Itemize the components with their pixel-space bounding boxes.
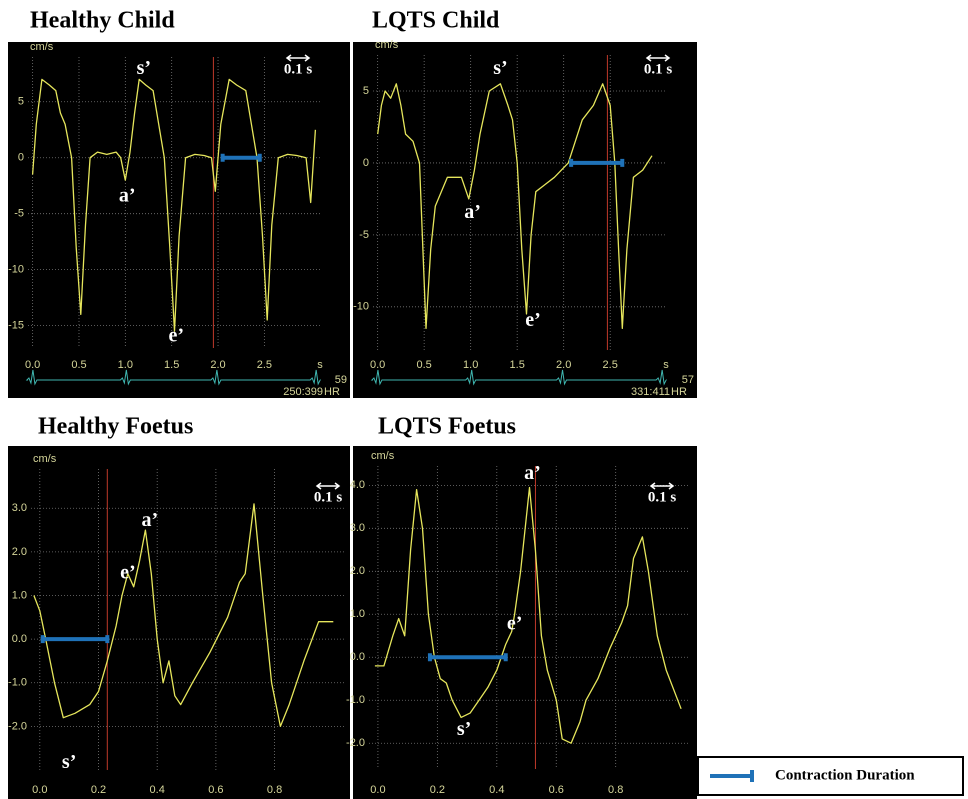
y-tick-label: 1.0	[350, 608, 365, 620]
x-tick-label: 0.0	[32, 784, 47, 796]
annotation: s’	[493, 57, 507, 79]
y-tick-label: -10	[353, 301, 369, 313]
y-tick-label: -1.0	[346, 694, 365, 706]
y-unit: cm/s	[371, 450, 395, 462]
y-tick-label: 4.0	[350, 479, 365, 491]
hr-unit: HR	[671, 386, 687, 398]
annotation: a’	[142, 509, 159, 531]
x-unit: s	[663, 359, 669, 371]
y-unit: cm/s	[30, 41, 54, 53]
y-tick-label: -5	[359, 229, 369, 241]
x-tick-label: 0.8	[267, 784, 282, 796]
scale-label: 0.1 s	[284, 61, 313, 77]
x-tick-label: 0.8	[608, 784, 623, 796]
y-unit: cm/s	[375, 39, 399, 51]
hr-range: 250:399	[283, 386, 323, 398]
y-tick-label: 0.0	[12, 633, 27, 645]
hr-range: 331:411	[631, 386, 670, 398]
figure: Contraction Duration Healthy Child 5 0 -5 -1…	[0, 0, 968, 799]
x-tick-label: 0.2	[430, 784, 445, 796]
x-tick-label: 1.0	[463, 359, 478, 371]
y-tick-label: 0	[363, 157, 369, 169]
scale-label: 0.1 s	[644, 61, 673, 77]
y-tick-label: 0	[18, 152, 24, 164]
panel	[353, 42, 697, 398]
legend-label: Contraction Duration	[775, 767, 915, 783]
x-tick-label: 2.5	[603, 359, 618, 371]
annotation: e’	[507, 613, 523, 635]
y-tick-label: -2.0	[346, 737, 365, 749]
x-tick-label: 0.4	[150, 784, 165, 796]
heart-rate: 59	[335, 374, 347, 386]
y-tick-label: 0.0	[350, 651, 365, 663]
y-unit: cm/s	[33, 453, 57, 465]
x-tick-label: 1.0	[118, 359, 133, 371]
y-tick-label: 5	[18, 96, 24, 108]
panel	[8, 446, 350, 799]
heart-rate: 57	[682, 374, 694, 386]
x-tick-label: 0.6	[208, 784, 223, 796]
annotation: e’	[120, 561, 136, 583]
y-tick-label: 2.0	[12, 546, 27, 558]
panel	[353, 446, 697, 799]
x-tick-label: 1.5	[164, 359, 179, 371]
annotation: e’	[169, 324, 185, 346]
x-tick-label: 0.0	[370, 784, 385, 796]
x-unit: s	[317, 359, 323, 371]
y-tick-label: -10	[8, 264, 24, 276]
annotation: a’	[524, 462, 541, 484]
x-tick-label: 0.0	[25, 359, 40, 371]
chart-title: Healthy Child	[30, 8, 175, 34]
annotation: s’	[62, 751, 76, 773]
y-tick-label: 5	[363, 85, 369, 97]
x-tick-label: 0.4	[489, 784, 504, 796]
chart-title: Healthy Foetus	[38, 414, 193, 440]
x-tick-label: 1.5	[510, 359, 525, 371]
y-tick-label: 1.0	[12, 589, 27, 601]
y-tick-label: 3.0	[12, 502, 27, 514]
annotation: a’	[464, 201, 481, 223]
annotation: s’	[457, 718, 471, 740]
x-tick-label: 0.5	[417, 359, 432, 371]
x-tick-label: 0.2	[91, 784, 106, 796]
y-tick-label: -1.0	[8, 677, 27, 689]
y-tick-label: -2.0	[8, 720, 27, 732]
y-tick-label: 3.0	[350, 522, 365, 534]
y-tick-label: -5	[14, 208, 24, 220]
annotation: s’	[137, 57, 151, 79]
scale-label: 0.1 s	[648, 489, 677, 505]
y-tick-label: -15	[8, 320, 24, 332]
x-tick-label: 0.5	[71, 359, 86, 371]
scale-label: 0.1 s	[314, 489, 343, 505]
x-tick-label: 0.6	[549, 784, 564, 796]
x-tick-label: 2.0	[210, 359, 225, 371]
x-tick-label: 2.0	[556, 359, 571, 371]
y-tick-label: 2.0	[350, 565, 365, 577]
annotation: e’	[525, 309, 541, 331]
hr-unit: HR	[324, 386, 340, 398]
x-tick-label: 0.0	[370, 359, 385, 371]
chart-title: LQTS Foetus	[378, 414, 516, 440]
x-tick-label: 2.5	[257, 359, 272, 371]
chart-title: LQTS Child	[372, 8, 500, 34]
annotation: a’	[119, 184, 136, 206]
